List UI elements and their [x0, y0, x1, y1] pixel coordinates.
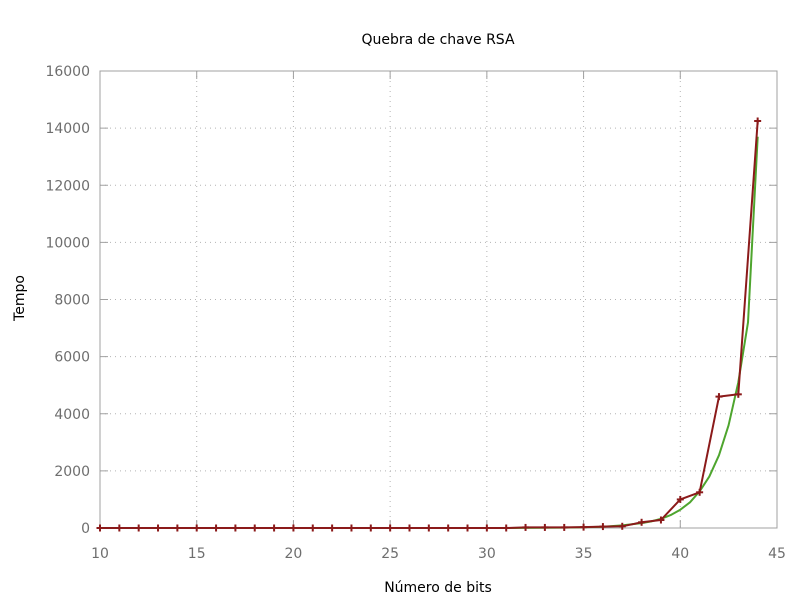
data-point	[580, 523, 588, 531]
data-point	[734, 390, 742, 398]
data-point	[251, 524, 259, 532]
y-tick-label: 2000	[54, 464, 90, 480]
data-point	[231, 524, 239, 532]
y-tick-label: 10000	[45, 235, 90, 251]
y-tick-label: 14000	[45, 121, 90, 137]
x-tick-label: 15	[188, 546, 206, 562]
data-point	[522, 523, 530, 531]
y-tick-label: 6000	[54, 350, 90, 366]
series-line-0	[100, 120, 759, 529]
grid	[100, 71, 777, 528]
data-point	[657, 516, 665, 524]
x-tick-label: 20	[285, 546, 303, 562]
y-tick-label: 8000	[54, 293, 90, 309]
data-point	[405, 524, 413, 532]
data-point	[309, 524, 317, 532]
data-point	[154, 524, 162, 532]
chart-title: Quebra de chave RSA	[361, 32, 515, 48]
data-point	[483, 524, 491, 532]
data-point	[599, 523, 607, 531]
x-tick-label: 35	[575, 546, 593, 562]
data-point	[676, 495, 684, 503]
data-point	[560, 523, 568, 531]
x-tick-label: 30	[478, 546, 496, 562]
y-tick-label: 12000	[45, 178, 90, 194]
x-tick-labels: 10 15 20 25 30 35 40 45	[91, 546, 786, 562]
series-group	[96, 117, 762, 532]
data-point	[502, 524, 510, 532]
data-point	[367, 524, 375, 532]
data-point	[715, 393, 723, 401]
y-axis-label: Tempo	[12, 275, 28, 322]
x-tick-label: 10	[91, 546, 109, 562]
data-point	[270, 524, 278, 532]
y-tick-label: 16000	[45, 64, 90, 80]
data-point	[464, 524, 472, 532]
data-point	[289, 524, 297, 532]
data-point	[754, 117, 762, 125]
data-point	[96, 524, 104, 532]
data-point	[115, 524, 123, 532]
data-point	[425, 524, 433, 532]
data-point	[328, 524, 336, 532]
x-axis-label: Número de bits	[384, 580, 492, 596]
data-point	[444, 524, 452, 532]
y-tick-labels: 0 2000 4000 6000 8000 10000 12000 14000 16000	[45, 64, 90, 537]
data-point	[541, 523, 549, 531]
data-point	[618, 522, 626, 530]
data-point	[193, 524, 201, 532]
data-point	[638, 518, 646, 526]
series-line-1	[100, 136, 759, 529]
data-point	[212, 524, 220, 532]
x-tick-label: 45	[768, 546, 786, 562]
data-point	[696, 488, 704, 496]
y-tick-label: 0	[81, 521, 90, 537]
y-tick-label: 4000	[54, 407, 90, 423]
x-tick-label: 25	[381, 546, 399, 562]
data-point	[386, 524, 394, 532]
data-point	[173, 524, 181, 532]
x-tick-label: 40	[671, 546, 689, 562]
data-point	[347, 524, 355, 532]
data-point	[135, 524, 143, 532]
